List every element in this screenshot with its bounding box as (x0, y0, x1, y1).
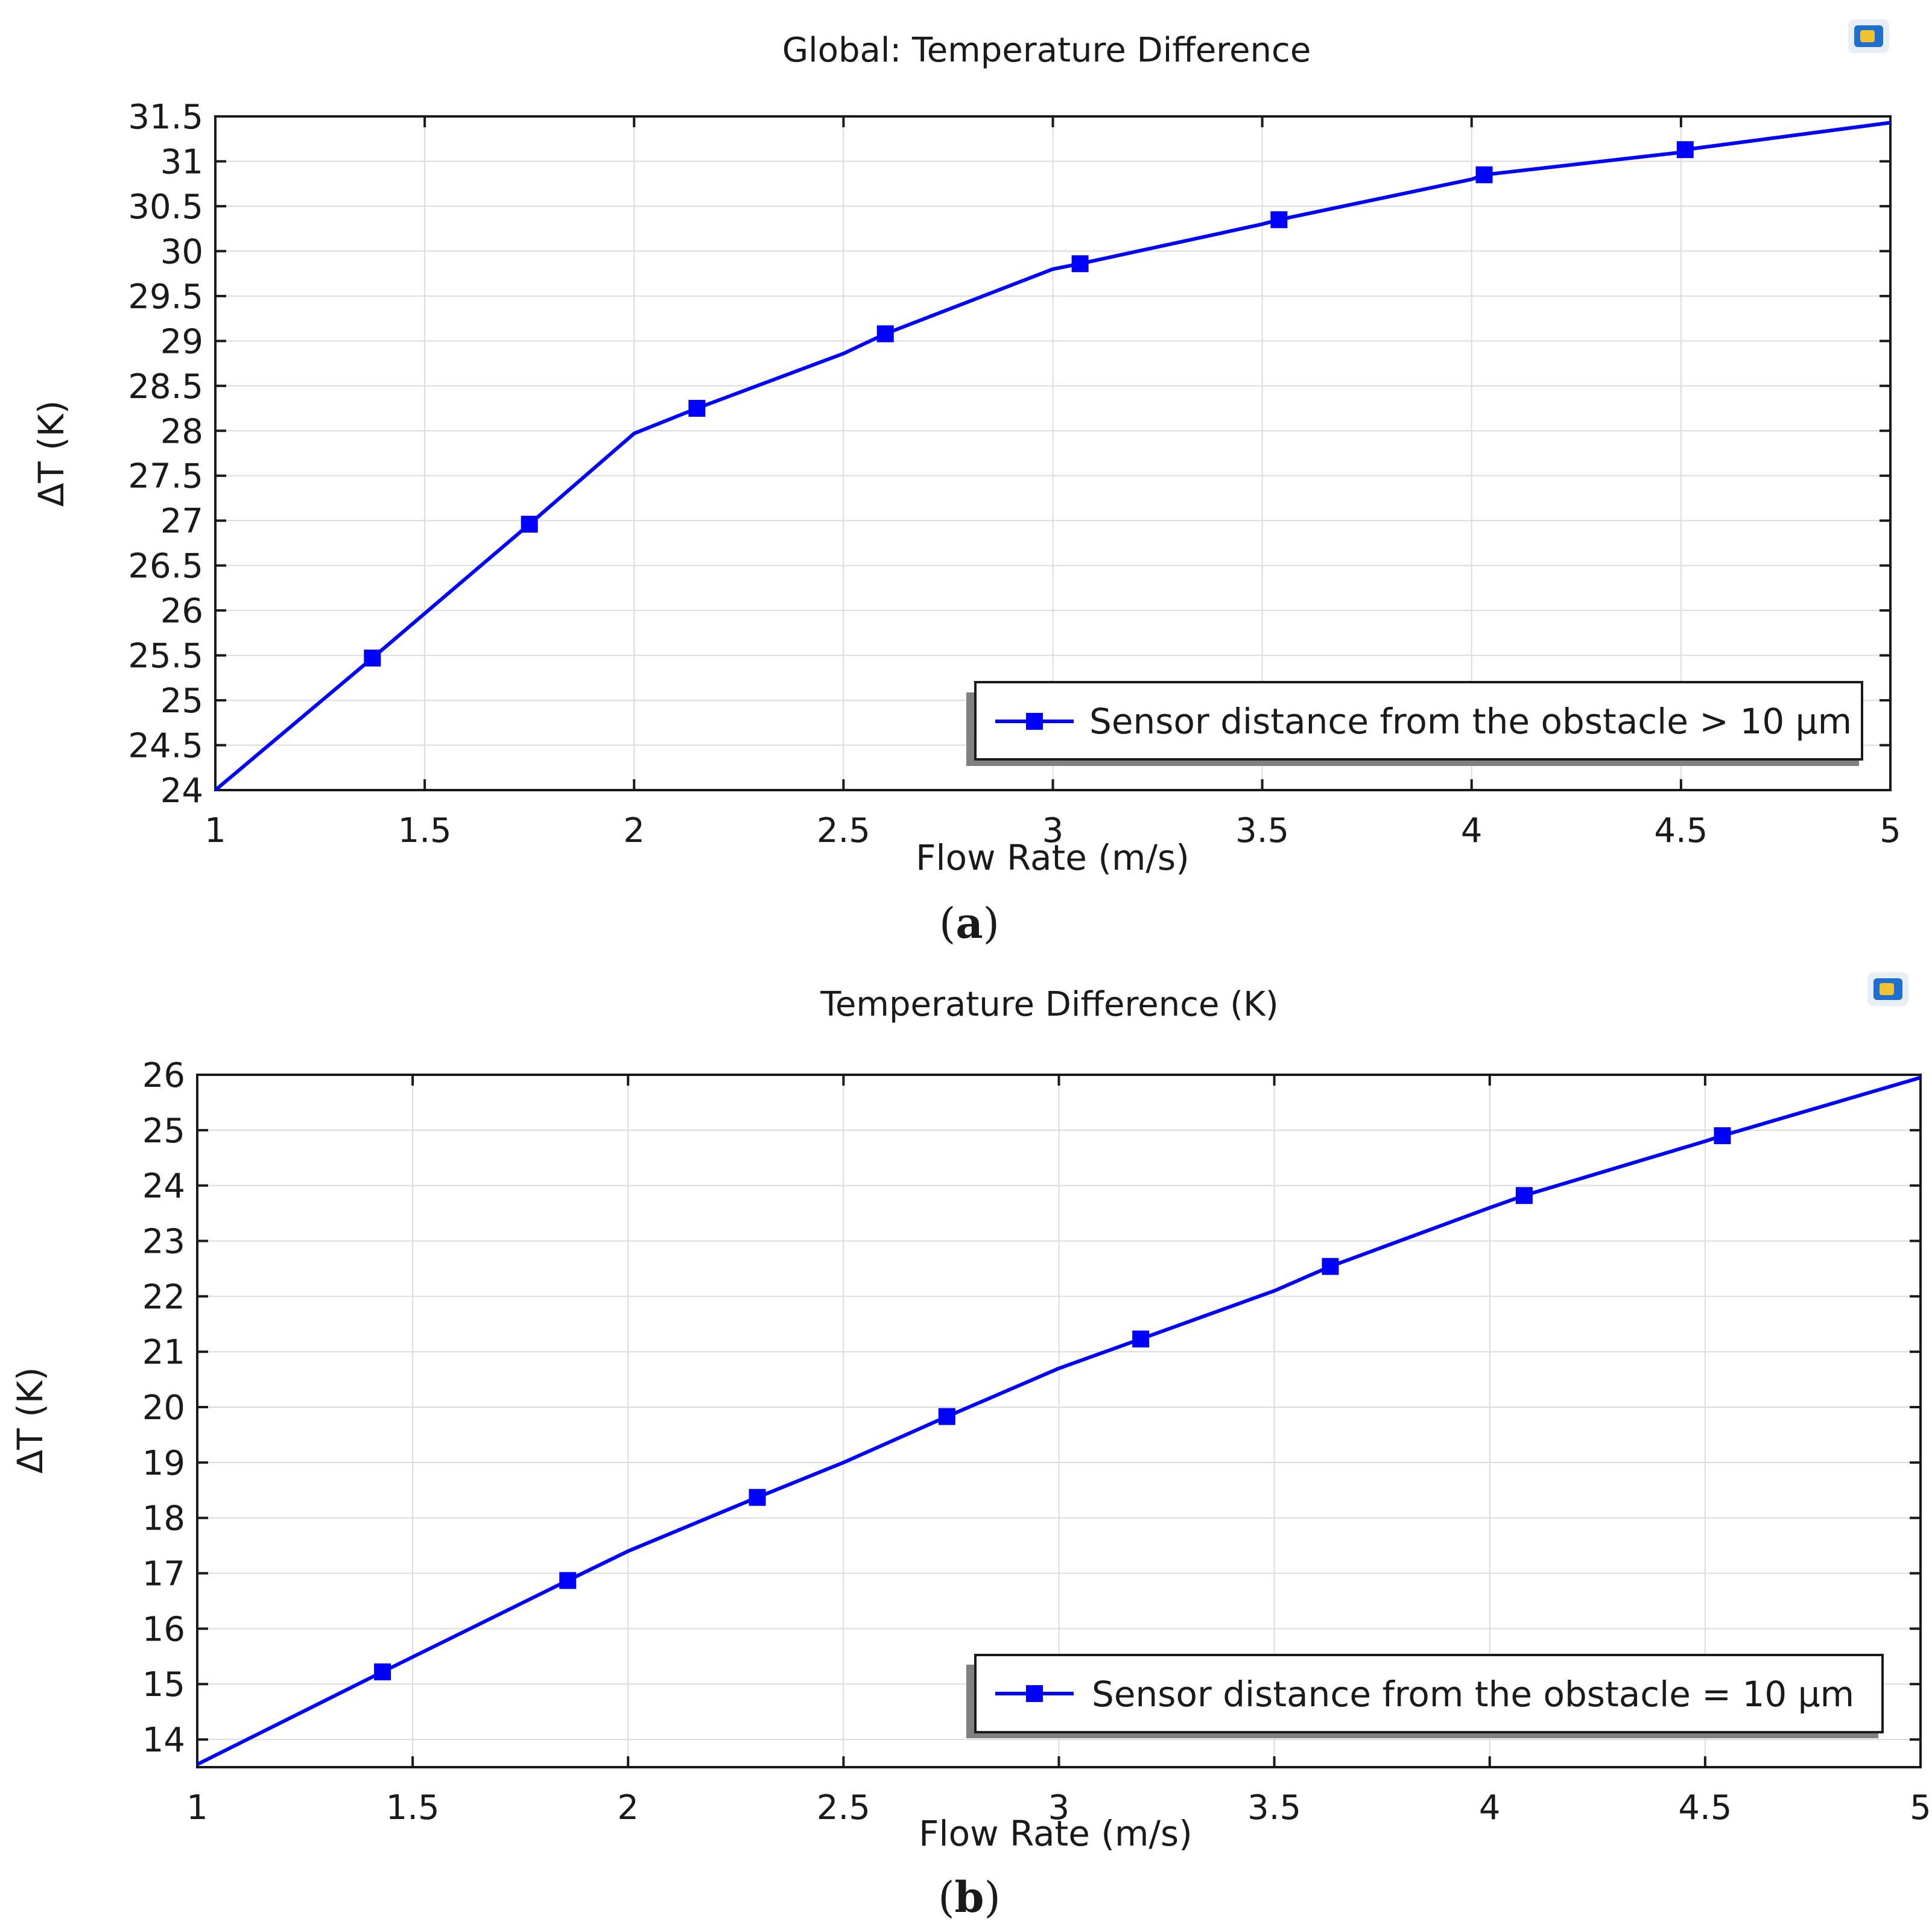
legend-entry: Sensor distance from the obstacle > 10 μ… (1089, 701, 1852, 742)
data-point-marker (1714, 1127, 1731, 1145)
data-point-marker (559, 1572, 577, 1589)
x-tick-label: 1.5 (386, 1788, 440, 1827)
chart-panel-a: Global: Temperature Difference 2424.5252… (31, 19, 1901, 948)
y-tick-labels: 24 24.5 25 25.5 26 26.5 27 27.5 28 28.5 29 29.5 30 30… (128, 98, 203, 811)
y-tick-label: 28 (160, 412, 203, 451)
legend-marker-swatch (1026, 713, 1043, 730)
legend-box (974, 1654, 1884, 1733)
data-point-marker (521, 516, 538, 533)
data-point-marker (749, 1489, 766, 1506)
y-tick-label: 31 (160, 142, 203, 182)
y-tick-label: 17 (142, 1555, 185, 1594)
y-tick-label: 27.5 (128, 457, 203, 496)
app-logo-icon (1848, 19, 1889, 53)
x-tick-label: 3 (1048, 1788, 1070, 1827)
x-tick-label: 2 (617, 1788, 639, 1827)
y-tick-labels: 14 15 16 17 18 19 20 21 22 23 24 25 26 (142, 1056, 185, 1760)
axis-ticks (196, 1074, 1922, 1767)
y-tick-label: 20 (142, 1388, 185, 1428)
y-axis-label: ΔT (K) (31, 400, 72, 507)
y-tick-label: 14 (142, 1721, 185, 1760)
y-tick-label: 26.5 (128, 547, 203, 586)
x-tick-label: 4.5 (1654, 811, 1708, 850)
x-tick-label: 2.5 (817, 1788, 870, 1827)
x-axis-label: Flow Rate (m/s) (916, 837, 1189, 878)
y-tick-label: 26 (160, 592, 203, 631)
series-line (214, 121, 1891, 792)
y-tick-label: 21 (142, 1333, 185, 1372)
y-tick-label: 28.5 (128, 367, 203, 407)
y-tick-label: 24.5 (128, 727, 203, 766)
data-point-marker (938, 1408, 955, 1425)
y-tick-label: 29 (160, 322, 203, 361)
y-tick-label: 19 (142, 1444, 185, 1483)
legend-entry: Sensor distance from the obstacle = 10 μ… (1092, 1674, 1854, 1715)
x-tick-labels: 1 1.5 2 2.5 3 3.5 4 4.5 5 (186, 1788, 1931, 1827)
y-tick-label: 30.5 (128, 188, 203, 227)
chart-title: Temperature Difference (K) (820, 985, 1278, 1024)
x-tick-label: 1 (186, 1788, 208, 1827)
x-tick-label: 5 (1910, 1788, 1931, 1827)
x-tick-label: 3.5 (1235, 811, 1289, 850)
app-logo-icon (1867, 972, 1908, 1006)
data-point-marker (1676, 141, 1694, 159)
y-tick-label: 22 (142, 1277, 185, 1317)
data-point-marker (688, 400, 706, 417)
y-tick-label: 25.5 (128, 637, 203, 676)
x-tick-labels: 1 1.5 2 2.5 3 3.5 4 4.5 5 (204, 811, 1901, 850)
y-tick-label: 24 (142, 1167, 185, 1206)
y-tick-label: 23 (142, 1223, 185, 1262)
y-tick-label: 26 (142, 1056, 185, 1095)
x-tick-label: 1 (204, 811, 226, 850)
y-tick-label: 27 (160, 502, 203, 541)
x-tick-label: 5 (1880, 811, 1901, 850)
data-point-marker (1322, 1258, 1339, 1275)
y-tick-label: 24 (160, 771, 203, 811)
legend-marker-swatch (1026, 1685, 1043, 1702)
legend: Sensor distance from the obstacle > 10 μ… (966, 681, 1863, 766)
x-tick-label: 3 (1042, 811, 1064, 850)
data-point-marker (374, 1663, 391, 1681)
x-tick-label: 4 (1461, 811, 1483, 850)
panel-label-b: (b) (938, 1872, 1001, 1922)
series-markers (374, 1127, 1731, 1681)
data-point-marker (1071, 255, 1089, 273)
series-markers (364, 141, 1694, 667)
y-tick-label: 25 (142, 1112, 185, 1151)
legend-box (974, 681, 1863, 761)
data-point-marker (1515, 1187, 1533, 1204)
data-point-marker (876, 325, 894, 343)
x-tick-label: 2 (623, 811, 645, 850)
chart-title: Global: Temperature Difference (782, 31, 1311, 70)
y-axis-label: ΔT (K) (10, 1367, 51, 1474)
x-tick-label: 3.5 (1247, 1788, 1301, 1827)
chart-panel-b: Temperature Difference (K) 1415161718192… (10, 972, 1931, 1922)
x-tick-label: 4.5 (1678, 1788, 1732, 1827)
y-tick-label: 29.5 (128, 277, 203, 317)
series-line (196, 1075, 1921, 1767)
data-point-marker (1132, 1331, 1150, 1348)
data-point-marker (1475, 166, 1493, 183)
y-tick-label: 25 (160, 682, 203, 721)
x-tick-label: 4 (1479, 1788, 1501, 1827)
y-tick-label: 30 (160, 232, 203, 271)
data-point-marker (364, 650, 381, 667)
y-tick-label: 18 (142, 1499, 185, 1539)
y-tick-label: 15 (142, 1665, 185, 1704)
y-tick-label: 31.5 (128, 98, 203, 137)
x-axis-label: Flow Rate (m/s) (919, 1813, 1192, 1854)
y-tick-label: 16 (142, 1610, 185, 1649)
x-tick-label: 1.5 (398, 811, 452, 850)
panel-label-a: (a) (939, 898, 999, 948)
axis-ticks (214, 115, 1892, 791)
data-point-marker (1270, 211, 1288, 229)
x-tick-label: 2.5 (817, 811, 870, 850)
legend: Sensor distance from the obstacle = 10 μ… (966, 1654, 1884, 1738)
